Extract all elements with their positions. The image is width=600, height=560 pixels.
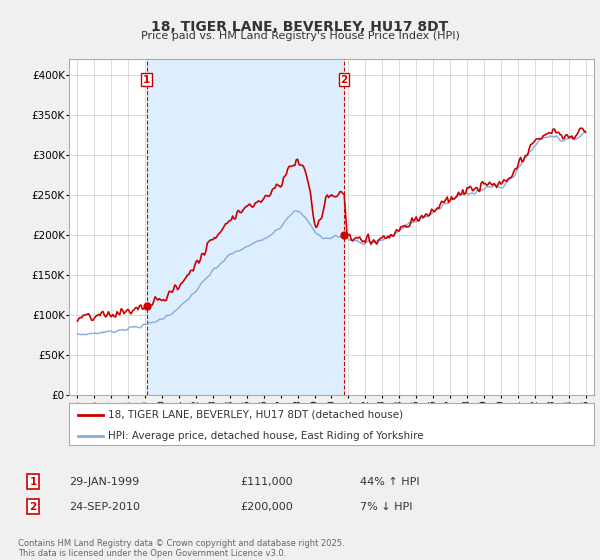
Text: 44% ↑ HPI: 44% ↑ HPI — [360, 477, 419, 487]
Text: 24-SEP-2010: 24-SEP-2010 — [69, 502, 140, 512]
Text: £200,000: £200,000 — [240, 502, 293, 512]
Text: 7% ↓ HPI: 7% ↓ HPI — [360, 502, 413, 512]
Text: 29-JAN-1999: 29-JAN-1999 — [69, 477, 139, 487]
Text: 18, TIGER LANE, BEVERLEY, HU17 8DT: 18, TIGER LANE, BEVERLEY, HU17 8DT — [151, 20, 449, 34]
Text: 1: 1 — [143, 75, 150, 85]
Text: HPI: Average price, detached house, East Riding of Yorkshire: HPI: Average price, detached house, East… — [109, 431, 424, 441]
Text: Price paid vs. HM Land Registry's House Price Index (HPI): Price paid vs. HM Land Registry's House … — [140, 31, 460, 41]
Text: 18, TIGER LANE, BEVERLEY, HU17 8DT (detached house): 18, TIGER LANE, BEVERLEY, HU17 8DT (deta… — [109, 410, 404, 420]
Text: 2: 2 — [29, 502, 37, 512]
Bar — [146, 59, 344, 395]
Text: 2: 2 — [341, 75, 348, 85]
Text: Contains HM Land Registry data © Crown copyright and database right 2025.
This d: Contains HM Land Registry data © Crown c… — [18, 539, 344, 558]
Text: 1: 1 — [29, 477, 37, 487]
Text: £111,000: £111,000 — [240, 477, 293, 487]
